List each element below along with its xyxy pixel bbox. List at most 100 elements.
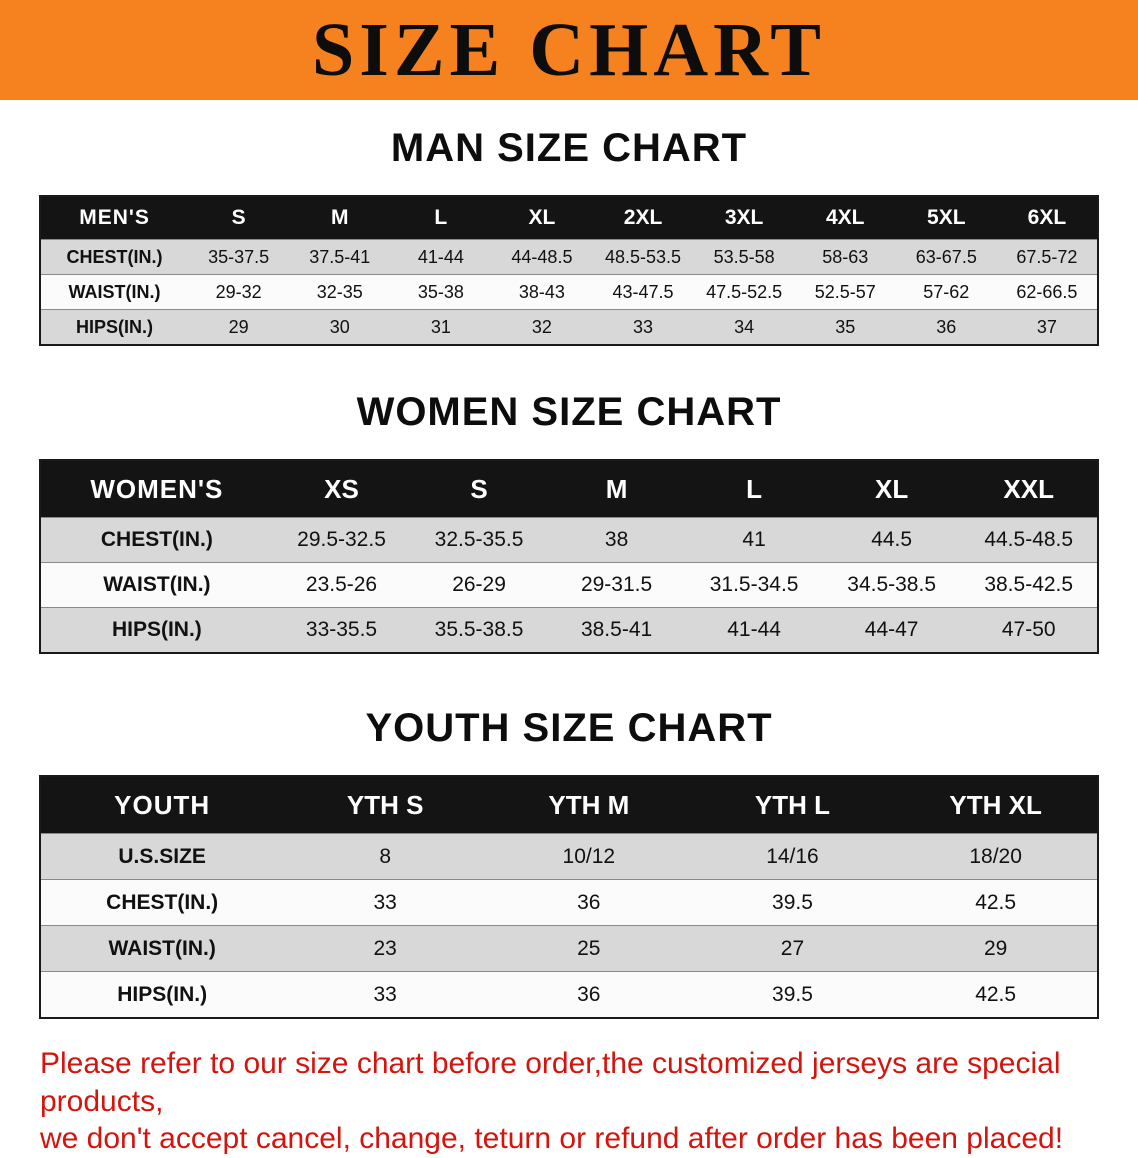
size-value-cell: 36	[577, 982, 601, 1006]
size-value-cell: 52.5-57	[814, 281, 876, 302]
disclaimer-line-2: we don't accept cancel, change, teturn o…	[40, 1122, 1064, 1155]
size-value-cell: 41-44	[417, 246, 464, 267]
size-value-cell: 44-47	[864, 618, 919, 641]
size-value-cell: 26-29	[452, 573, 506, 596]
row-label: WAIST(IN.)	[103, 573, 211, 596]
men-hips-row: HIPS(IN.) 29 30 31 32 33 34 35 36 37	[40, 309, 1098, 345]
row-label: HIPS(IN.)	[76, 316, 154, 337]
women-corner-label: WOMEN'S	[90, 473, 224, 504]
men-column-header: 3XL	[724, 206, 764, 229]
size-value-cell: 42.5	[975, 890, 1017, 914]
size-value-cell: 41	[742, 528, 766, 551]
men-column-header: XL	[528, 206, 556, 229]
size-value-cell: 44.5	[871, 528, 913, 551]
size-value-cell: 47.5-52.5	[706, 281, 783, 302]
size-value-cell: 23	[373, 936, 397, 960]
men-waist-row: WAIST(IN.) 29-32 32-35 35-38 38-43 43-47…	[40, 274, 1098, 310]
size-value-cell: 63-67.5	[915, 246, 977, 267]
size-value-cell: 32	[531, 316, 552, 337]
women-column-header: M	[605, 473, 628, 504]
women-column-header: XL	[875, 473, 909, 504]
youth-column-header: YTH M	[548, 789, 630, 820]
youth-corner-label: YOUTH	[114, 789, 211, 820]
youth-section-heading: YOUTH SIZE CHART	[365, 706, 773, 750]
size-value-cell: 53.5-58	[713, 246, 775, 267]
size-value-cell: 29	[228, 316, 249, 337]
youth-size-table: YOUTH YTH S YTH M YTH L YTH XL U.S.SIZE …	[39, 775, 1099, 1019]
women-waist-row: WAIST(IN.) 23.5-26 26-29 29-31.5 31.5-34…	[40, 562, 1098, 608]
size-value-cell: 30	[329, 316, 350, 337]
men-column-header: L	[434, 206, 448, 229]
youth-ussize-row: U.S.SIZE 8 10/12 14/16 18/20	[40, 833, 1098, 880]
size-value-cell: 10/12	[562, 844, 616, 868]
size-value-cell: 23.5-26	[305, 573, 378, 596]
size-value-cell: 34.5-38.5	[847, 573, 937, 596]
size-value-cell: 39.5	[772, 982, 813, 1006]
size-value-cell: 62-66.5	[1016, 281, 1078, 302]
row-label: CHEST(IN.)	[66, 246, 163, 267]
size-value-cell: 37	[1036, 316, 1057, 337]
women-table-header-row: WOMEN'S XS S M L XL XXL	[40, 460, 1098, 518]
size-value-cell: 41-44	[727, 618, 781, 641]
youth-column-header: YTH S	[346, 789, 424, 820]
size-value-cell: 44.5-48.5	[984, 528, 1074, 551]
youth-waist-row: WAIST(IN.) 23 25 27 29	[40, 925, 1098, 972]
men-column-header: 5XL	[927, 206, 966, 229]
size-value-cell: 43-47.5	[612, 281, 674, 302]
size-value-cell: 36	[936, 316, 957, 337]
size-value-cell: 27	[780, 936, 805, 960]
size-value-cell: 38.5-42.5	[984, 573, 1074, 596]
women-hips-row: HIPS(IN.) 33-35.5 35.5-38.5 38.5-41 41-4…	[40, 607, 1098, 653]
row-label: U.S.SIZE	[118, 844, 206, 868]
size-value-cell: 33-35.5	[305, 618, 378, 641]
women-section-heading: WOMEN SIZE CHART	[356, 390, 782, 434]
size-value-cell: 25	[577, 936, 601, 960]
men-column-header: M	[331, 206, 349, 229]
youth-hips-row: HIPS(IN.) 33 36 39.5 42.5	[40, 971, 1098, 1018]
youth-column-header: YTH XL	[949, 789, 1042, 820]
size-value-cell: 44-48.5	[511, 246, 573, 267]
size-value-cell: 38	[604, 528, 629, 551]
size-value-cell: 32.5-35.5	[434, 528, 524, 551]
size-value-cell: 48.5-53.5	[605, 246, 682, 267]
size-value-cell: 31	[430, 316, 451, 337]
men-table-header-row: MEN'S S M L XL 2XL 3XL 4XL 5XL 6XL	[40, 196, 1098, 240]
size-value-cell: 37.5-41	[309, 246, 371, 267]
women-column-header: XXL	[1003, 473, 1054, 504]
men-section-heading: MAN SIZE CHART	[390, 126, 748, 170]
size-value-cell: 36	[577, 890, 601, 914]
size-value-cell: 35-38	[417, 281, 464, 302]
size-value-cell: 42.5	[975, 982, 1017, 1006]
row-label: WAIST(IN.)	[68, 281, 161, 302]
youth-table-header-row: YOUTH YTH S YTH M YTH L YTH XL	[40, 776, 1098, 834]
size-value-cell: 38.5-41	[580, 618, 653, 641]
size-value-cell: 33	[373, 890, 397, 914]
row-label: CHEST(IN.)	[100, 528, 213, 551]
men-column-header: 2XL	[623, 206, 663, 229]
banner-title: SIZE CHART	[311, 8, 826, 92]
size-value-cell: 57-62	[923, 281, 970, 302]
size-value-cell: 58-63	[822, 246, 869, 267]
size-value-cell: 29-32	[215, 281, 262, 302]
size-value-cell: 31.5-34.5	[709, 573, 799, 596]
size-value-cell: 33	[633, 316, 654, 337]
size-value-cell: 47-50	[1001, 618, 1056, 641]
women-column-header: XS	[324, 473, 359, 504]
size-value-cell: 35.5-38.5	[434, 618, 524, 641]
row-label: WAIST(IN.)	[108, 936, 216, 960]
men-column-header: 6XL	[1027, 206, 1067, 229]
row-label: HIPS(IN.)	[111, 618, 202, 641]
size-value-cell: 35-37.5	[208, 246, 270, 267]
men-column-header: S	[231, 206, 246, 229]
youth-chest-row: CHEST(IN.) 33 36 39.5 42.5	[40, 879, 1098, 926]
men-chest-row: CHEST(IN.) 35-37.5 37.5-41 41-44 44-48.5…	[40, 239, 1098, 275]
size-value-cell: 34	[734, 316, 755, 337]
size-value-cell: 67.5-72	[1016, 246, 1078, 267]
size-value-cell: 14/16	[766, 844, 819, 868]
disclaimer-text: Please refer to our size chart before or…	[40, 1045, 1124, 1158]
women-column-header: L	[746, 473, 763, 504]
youth-column-header: YTH L	[754, 789, 831, 820]
row-label: HIPS(IN.)	[117, 982, 208, 1006]
size-value-cell: 18/20	[969, 844, 1022, 868]
men-corner-label: MEN'S	[79, 206, 150, 229]
